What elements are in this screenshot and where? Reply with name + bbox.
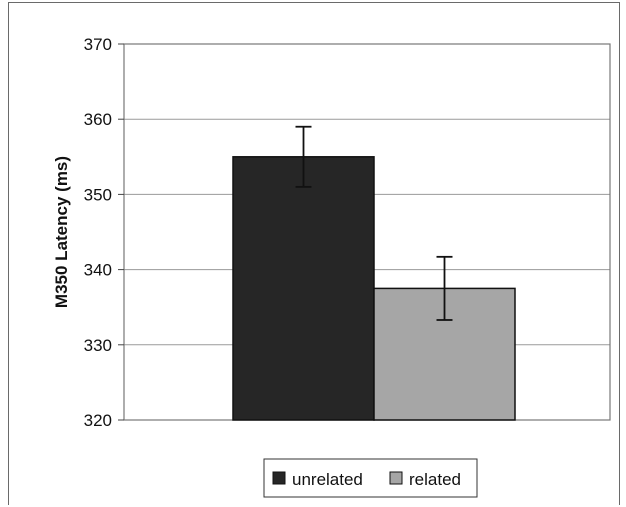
- y-tick-label: 370: [84, 35, 112, 54]
- y-tick-label: 340: [84, 261, 112, 280]
- bar-unrelated: [232, 156, 375, 421]
- y-tick-label: 360: [84, 110, 112, 129]
- bars: [232, 125, 516, 421]
- y-axis-title: M350 Latency (ms): [52, 156, 71, 308]
- legend-label-related: related: [409, 470, 461, 489]
- y-axis: 320 330 340 350 360 370: [84, 35, 124, 430]
- y-tick-label: 330: [84, 336, 112, 355]
- legend-swatch-related: [389, 471, 403, 485]
- legend-swatch-unrelated: [272, 471, 286, 485]
- y-tick-label: 320: [84, 411, 112, 430]
- y-tick-label: 350: [84, 185, 112, 204]
- legend-label-unrelated: unrelated: [292, 470, 363, 489]
- legend-box: [263, 458, 478, 498]
- legend: unrelated related: [263, 458, 478, 498]
